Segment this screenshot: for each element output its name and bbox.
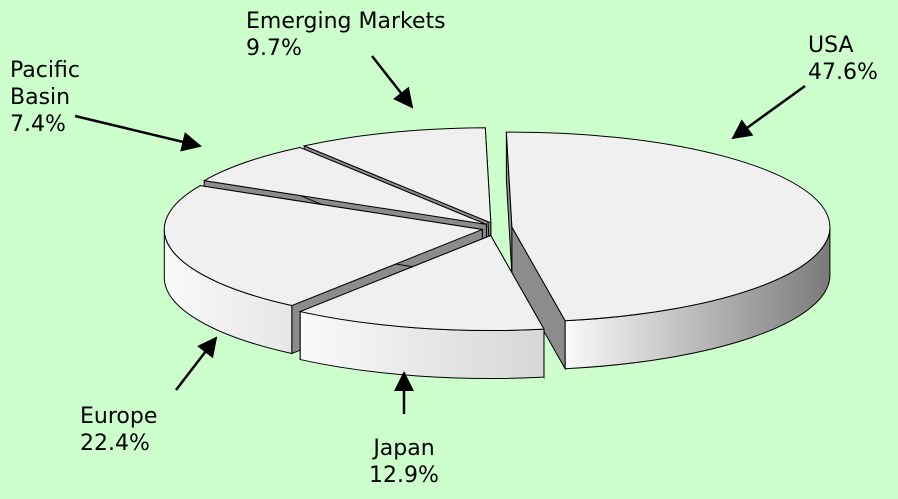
slice-name-label: Japan xyxy=(371,436,434,461)
slice-name-label: USA xyxy=(808,33,854,58)
slice-top-usa xyxy=(505,131,831,322)
leader-arrow xyxy=(731,84,806,140)
slice-name-label: Europe xyxy=(80,404,157,429)
slice-top-japan xyxy=(298,234,545,331)
slice-value-label: 47.6% xyxy=(808,60,878,85)
slice-value-label: 12.9% xyxy=(369,463,439,488)
pie-labels: USA 47.6% Japan 12.9% Europe 22.4% Pacific Basi… xyxy=(10,9,878,488)
label-europe: Europe 22.4% xyxy=(80,336,218,456)
leader-arrow xyxy=(371,55,414,109)
pie-slices xyxy=(163,127,831,380)
slice-value-label: 9.7% xyxy=(246,36,302,61)
leader-arrow xyxy=(175,336,218,391)
slice-top-europe xyxy=(163,185,485,307)
label-text-europe: Europe 22.4% xyxy=(80,404,157,456)
label-pacific-basin: Pacific Basin 7.4% xyxy=(10,58,202,152)
slice-value-label: 7.4% xyxy=(10,112,66,137)
label-text-usa: USA 47.6% xyxy=(808,33,878,85)
slice-name-label: Basin xyxy=(10,85,70,110)
label-text-japan: Japan 12.9% xyxy=(369,436,439,488)
slice-japan xyxy=(298,233,545,380)
slice-usa xyxy=(505,131,831,371)
label-usa: USA 47.6% xyxy=(731,33,878,140)
label-text-emerging-markets: Emerging Markets 9.7% xyxy=(246,9,446,61)
slice-name-label: Pacific xyxy=(10,58,80,83)
label-japan: Japan 12.9% xyxy=(369,371,439,488)
leader-arrow xyxy=(74,114,202,152)
label-emerging-markets: Emerging Markets 9.7% xyxy=(246,9,446,109)
slice-value-label: 22.4% xyxy=(80,431,150,456)
slice-top-emerging-markets xyxy=(302,127,492,224)
slice-top-pacific-basin xyxy=(202,146,487,225)
label-text-pacific-basin: Pacific Basin 7.4% xyxy=(10,58,80,137)
slice-name-label: Emerging Markets xyxy=(246,9,446,34)
